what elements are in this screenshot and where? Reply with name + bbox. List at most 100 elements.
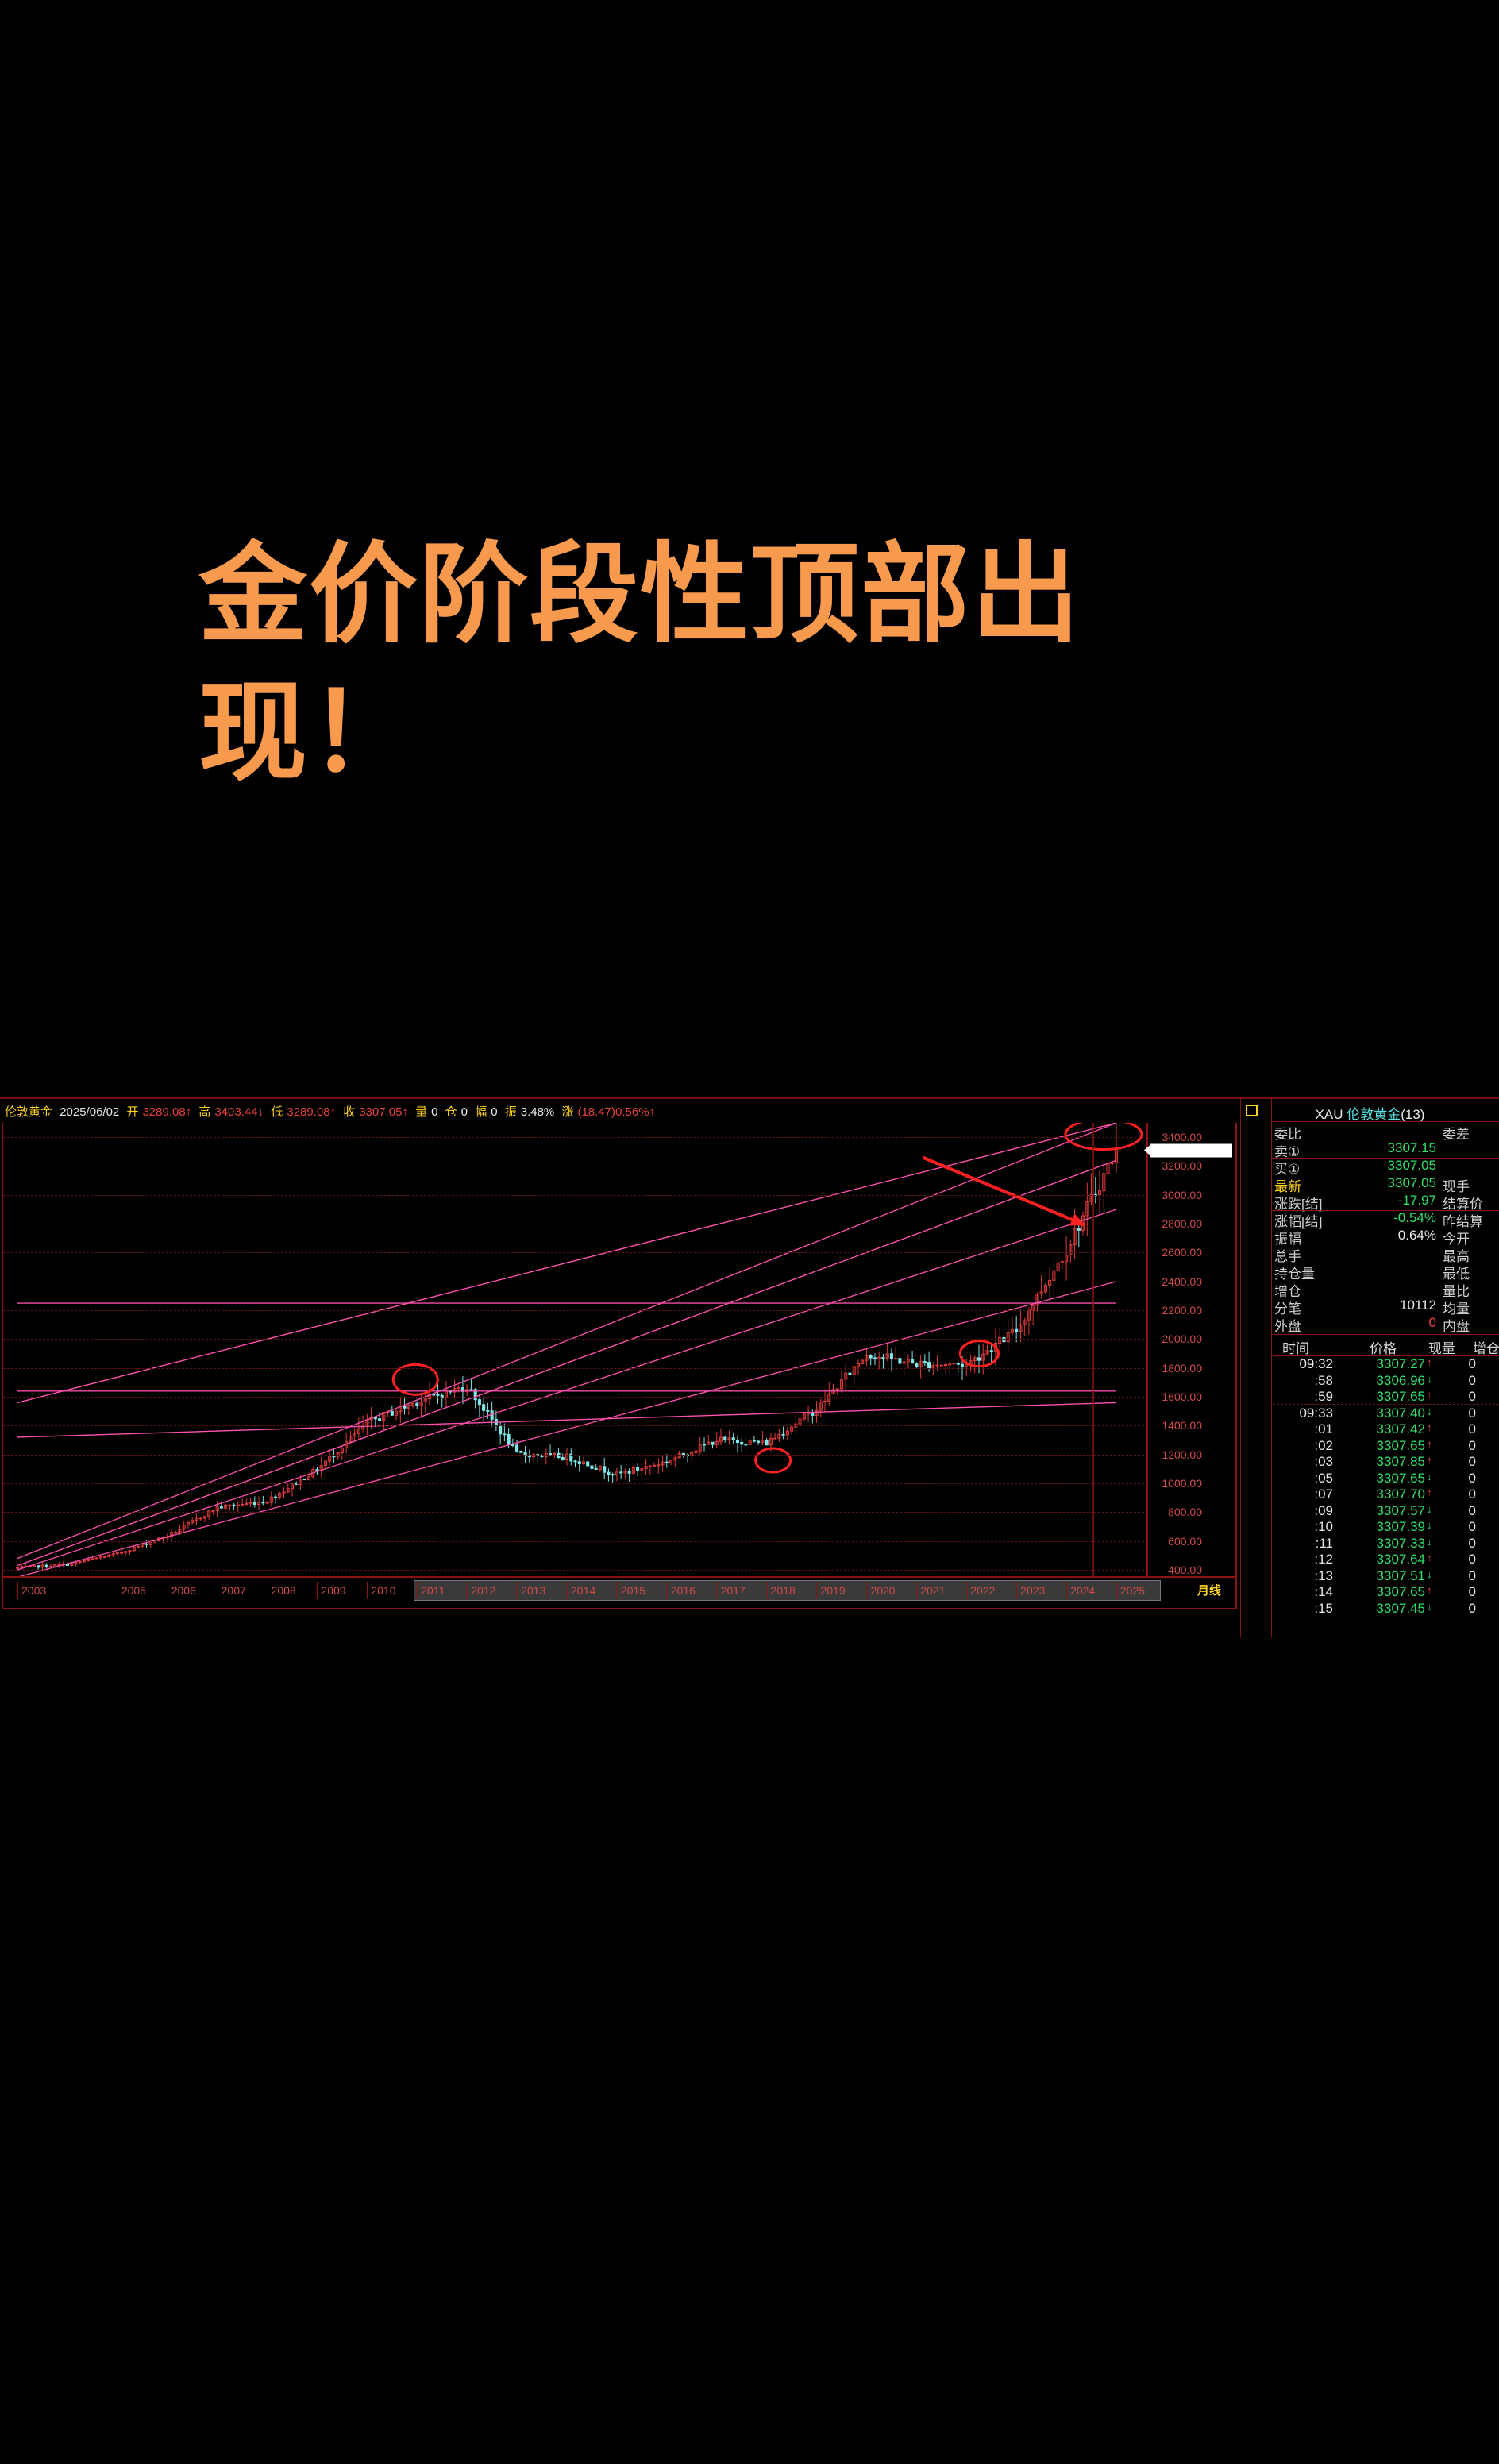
chart-plot-area[interactable] <box>3 1123 1148 1578</box>
arrow-up-icon: ↑ <box>1427 1486 1432 1498</box>
tick-column-header: 价格 <box>1370 1341 1397 1356</box>
tick-open-interest: 0 <box>1470 1406 1499 1421</box>
y-axis-tick: 400.00 <box>1168 1564 1202 1577</box>
amplitude-value: 3.48% <box>520 1105 555 1119</box>
tick-time: :07 <box>1314 1486 1333 1502</box>
tick-volume: 0 <box>1468 1552 1476 1567</box>
stat-value: -0.54% <box>1393 1210 1436 1225</box>
tick-column-header: 现量 <box>1428 1341 1455 1356</box>
red-ellipse-2011 <box>391 1363 439 1396</box>
y-axis-tick: 2200.00 <box>1162 1304 1202 1317</box>
tick-price: 3307.42 <box>1376 1421 1425 1436</box>
tick-time: :59 <box>1314 1389 1333 1404</box>
close-value: 3307.05↑ <box>359 1105 408 1119</box>
tick-volume: 0 <box>1468 1454 1476 1469</box>
x-axis-tick: 2016 <box>666 1582 696 1599</box>
grid-line <box>3 1425 1148 1427</box>
tick-open-interest: 0 <box>1470 1454 1499 1470</box>
stat-value: 0.64% <box>1397 1228 1436 1243</box>
price-chart[interactable]: 3400.00 3200.00 3000.00 2800.00 2600.00 2400.… <box>2 1123 1237 1609</box>
stat-label-secondary: 今开 <box>1443 1232 1470 1247</box>
quote-header-bar: 伦敦黄金 2025/06/02 开 3289.08↑ 高 3403.44↓ 低 328… <box>0 1104 1243 1121</box>
panel-instrument-title: XAU 伦敦黄金(13) <box>1241 1103 1499 1123</box>
y-axis-tick: 2600.00 <box>1162 1246 1202 1259</box>
stat-label: 卖① <box>1274 1144 1301 1159</box>
y-axis-tick: 1600.00 <box>1162 1390 1202 1404</box>
arrow-down-icon: ↓ <box>1427 1535 1432 1548</box>
y-axis-tick: 2800.00 <box>1162 1217 1202 1231</box>
tick-time: :09 <box>1314 1502 1333 1518</box>
tick-volume: 0 <box>1468 1372 1476 1388</box>
tick-column-header: 增仓 <box>1473 1341 1499 1356</box>
y-axis-tick: 1200.00 <box>1162 1448 1202 1461</box>
tick-time: 09:33 <box>1299 1405 1333 1421</box>
x-axis-tick: 2010 <box>367 1582 396 1599</box>
tick-open-interest: 0 <box>1470 1568 1499 1584</box>
tick-price: 3307.45 <box>1376 1600 1425 1616</box>
square-icon[interactable] <box>1246 1105 1258 1116</box>
change-label: 涨 <box>561 1105 574 1119</box>
arrow-up-icon: ↑ <box>1427 1356 1432 1368</box>
stat-label: 增仓 <box>1274 1284 1301 1299</box>
grid-line <box>3 1454 1148 1456</box>
tick-time: :14 <box>1314 1584 1333 1599</box>
arrow-up-icon: ↑ <box>1427 1437 1432 1450</box>
tick-time: :58 <box>1314 1372 1333 1388</box>
tick-time: :12 <box>1314 1552 1333 1567</box>
time-axis: 月线 2003 2005 2006 2007 2008 2009 2010 2011 2012 2… <box>3 1576 1235 1608</box>
panel-stat-row: 外盘 0 内盘 <box>1273 1315 1499 1334</box>
arrow-down-icon: ↓ <box>1427 1470 1432 1483</box>
x-axis-tick: 2015 <box>616 1582 645 1599</box>
red-ellipse-2018 <box>754 1447 792 1474</box>
trading-app-window: 伦敦黄金 2025/06/02 开 3289.08↑ 高 3403.44↓ 低 328… <box>0 1097 1499 1637</box>
y-axis-tick: 800.00 <box>1168 1506 1202 1519</box>
x-axis-tick: 2006 <box>167 1582 196 1599</box>
tick-open-interest: 0 <box>1470 1552 1499 1567</box>
period-label[interactable]: 月线 <box>1197 1584 1221 1598</box>
quote-date: 2025/06/02 <box>60 1105 120 1119</box>
x-axis-tick: 2024 <box>1066 1582 1095 1599</box>
tick-price: 3307.64 <box>1376 1552 1425 1567</box>
grid-line <box>3 1137 1148 1139</box>
y-axis-tick: 3000.00 <box>1162 1188 1202 1201</box>
tick-price: 3307.40 <box>1376 1405 1425 1421</box>
high-label: 高 <box>198 1105 211 1119</box>
x-axis-tick: 2022 <box>966 1582 995 1599</box>
stat-value: 3307.15 <box>1387 1140 1436 1155</box>
panel-stat-row: 持仓量最低330 <box>1273 1263 1499 1282</box>
stat-label-secondary: 均量 <box>1443 1301 1470 1317</box>
panel-stat-row: 卖① 3307.15 <box>1273 1140 1499 1159</box>
tick-table[interactable]: 时间价格现量增仓性质 09:323307.27↑00换:583306.96↓00… <box>1273 1336 1499 1637</box>
tick-open-interest: 0 <box>1470 1421 1499 1437</box>
y-axis-tick: 3200.00 <box>1162 1159 1202 1173</box>
tick-price: 3307.33 <box>1376 1535 1425 1551</box>
arrow-up-icon: ↑ <box>1427 1552 1432 1564</box>
tick-time: :03 <box>1314 1454 1333 1469</box>
tick-open-interest: 0 <box>1470 1584 1499 1600</box>
tick-price: 3307.85 <box>1376 1454 1425 1469</box>
position-value: 0 <box>460 1105 468 1119</box>
tick-open-interest: 0 <box>1470 1438 1499 1454</box>
tick-volume: 0 <box>1468 1470 1476 1486</box>
stat-label: 涨跌[结] <box>1274 1197 1323 1212</box>
panel-stat-row: 分笔 10112 均量 <box>1273 1298 1499 1317</box>
tick-open-interest: 0 <box>1470 1601 1499 1617</box>
time-axis-scroll-selection[interactable] <box>414 1580 1161 1601</box>
tick-volume: 0 <box>1468 1356 1476 1371</box>
